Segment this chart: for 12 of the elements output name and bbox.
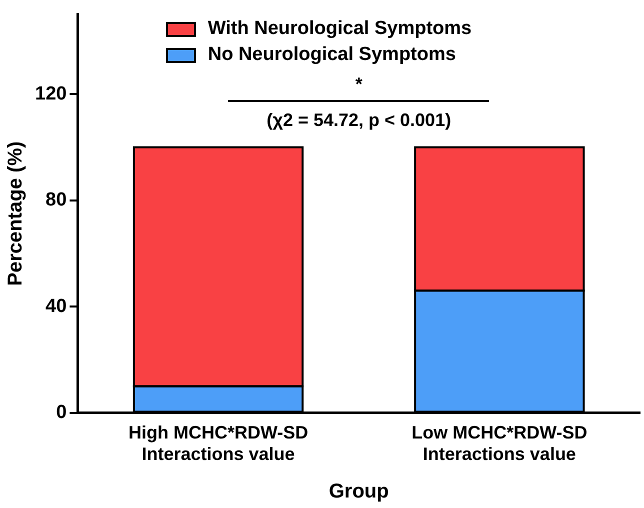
y-tick-label: 0 bbox=[56, 402, 67, 424]
y-tick-label: 80 bbox=[46, 190, 67, 211]
y-axis-title: Percentage (%) bbox=[4, 141, 27, 286]
annotation: (χ2 = 54.72, p < 0.001) bbox=[266, 110, 452, 132]
x-tick-label: Low MCHC*RDW-SD Interactions value bbox=[412, 422, 588, 464]
legend-label: No Neurological Symptoms bbox=[208, 44, 456, 66]
legend-label: With Neurological Symptoms bbox=[208, 18, 472, 40]
x-tick-label: High MCHC*RDW-SD Interactions value bbox=[128, 422, 308, 464]
annotation: * bbox=[355, 74, 362, 96]
y-tick-label: 120 bbox=[35, 83, 67, 104]
x-axis-title: Group bbox=[328, 480, 389, 503]
y-tick-label: 40 bbox=[46, 296, 67, 317]
